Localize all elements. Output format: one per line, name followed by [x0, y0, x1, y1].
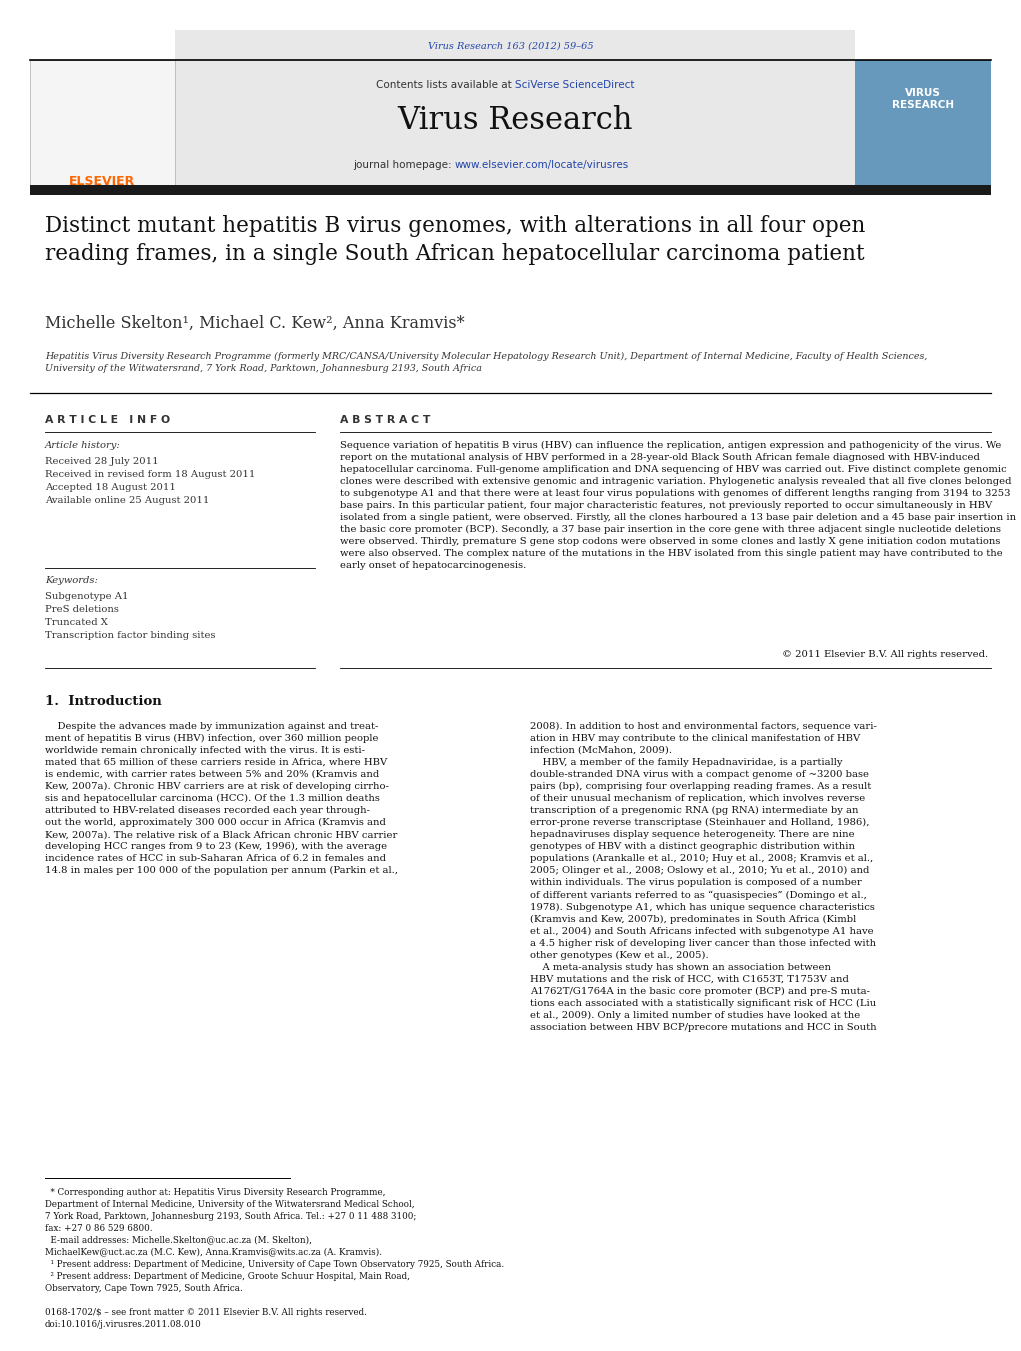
Text: Sequence variation of hepatitis B virus (HBV) can influence the replication, ant: Sequence variation of hepatitis B virus … [340, 440, 1016, 570]
Text: Contents lists available at: Contents lists available at [376, 80, 515, 91]
Text: Hepatitis Virus Diversity Research Programme (formerly MRC/CANSA/University Mole: Hepatitis Virus Diversity Research Progr… [45, 353, 927, 373]
Text: 0168-1702/$ – see front matter © 2011 Elsevier B.V. All rights reserved.
doi:10.: 0168-1702/$ – see front matter © 2011 El… [45, 1308, 367, 1329]
Text: A B S T R A C T: A B S T R A C T [340, 415, 431, 426]
Text: A R T I C L E   I N F O: A R T I C L E I N F O [45, 415, 171, 426]
Text: journal homepage:: journal homepage: [353, 159, 455, 170]
Text: Keywords:: Keywords: [45, 576, 98, 585]
FancyBboxPatch shape [30, 185, 991, 195]
Text: Received 28 July 2011
Received in revised form 18 August 2011
Accepted 18 August: Received 28 July 2011 Received in revise… [45, 457, 255, 504]
Text: Virus Research 163 (2012) 59–65: Virus Research 163 (2012) 59–65 [428, 42, 593, 51]
Text: 1.  Introduction: 1. Introduction [45, 694, 161, 708]
Text: 2008). In addition to host and environmental factors, sequence vari-
ation in HB: 2008). In addition to host and environme… [530, 721, 877, 1032]
Text: Despite the advances made by immunization against and treat-
ment of hepatitis B: Despite the advances made by immunizatio… [45, 721, 398, 875]
Text: Subgenotype A1
PreS deletions
Truncated X
Transcription factor binding sites: Subgenotype A1 PreS deletions Truncated … [45, 592, 215, 639]
Text: © 2011 Elsevier B.V. All rights reserved.: © 2011 Elsevier B.V. All rights reserved… [782, 650, 988, 659]
FancyBboxPatch shape [855, 59, 991, 185]
Text: VIRUS
RESEARCH: VIRUS RESEARCH [892, 88, 954, 111]
Text: Michelle Skelton¹, Michael C. Kew², Anna Kramvis*: Michelle Skelton¹, Michael C. Kew², Anna… [45, 315, 465, 332]
Text: SciVerse ScienceDirect: SciVerse ScienceDirect [515, 80, 634, 91]
Text: Distinct mutant hepatitis B virus genomes, with alterations in all four open
rea: Distinct mutant hepatitis B virus genome… [45, 215, 866, 265]
Text: Article history:: Article history: [45, 440, 120, 450]
Text: * Corresponding author at: Hepatitis Virus Diversity Research Programme,
Departm: * Corresponding author at: Hepatitis Vir… [45, 1188, 504, 1293]
Text: Virus Research: Virus Research [397, 105, 633, 136]
Text: www.elsevier.com/locate/virusres: www.elsevier.com/locate/virusres [455, 159, 629, 170]
Text: ELSEVIER: ELSEVIER [68, 176, 135, 188]
FancyBboxPatch shape [175, 59, 855, 185]
FancyBboxPatch shape [175, 30, 855, 59]
FancyBboxPatch shape [30, 59, 175, 185]
